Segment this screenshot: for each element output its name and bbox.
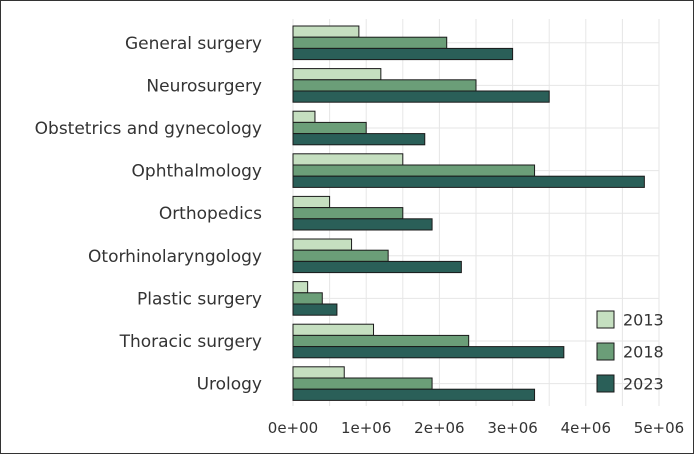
legend-swatch-2023 <box>596 374 615 393</box>
bar-2018-obstetrics-and-gynecology <box>292 121 367 135</box>
bar-2023-otorhinolaryngology <box>292 260 462 274</box>
category-label: Obstetrics and gynecology <box>35 119 262 139</box>
bars <box>292 25 645 401</box>
bar-2018-ophthalmology <box>292 164 536 177</box>
bar-2018-plastic-surgery <box>292 292 323 305</box>
x-tick-label: 4e+06 <box>561 419 611 437</box>
category-labels: General surgery Neurosurgery Obstetrics an… <box>35 34 262 395</box>
category-label: Otorhinolaryngology <box>88 247 262 267</box>
x-tick-label: 0e+00 <box>268 419 318 437</box>
bar-2023-thoracic-surgery <box>292 346 565 359</box>
bar-2013-otorhinolaryngology <box>292 238 353 251</box>
x-tick-label: 5e+06 <box>634 419 684 437</box>
category-label: Ophthalmology <box>132 162 262 182</box>
bar-2018-otorhinolaryngology <box>292 249 389 262</box>
bar-2023-orthopedics <box>292 218 433 231</box>
category-label: Plastic surgery <box>137 289 262 309</box>
x-tick-label: 2e+06 <box>414 419 464 437</box>
bar-2013-obstetrics-and-gynecology <box>292 110 316 123</box>
legend-label-2018: 2018 <box>623 343 664 362</box>
category-label: General surgery <box>125 34 262 54</box>
bar-2023-neurosurgery <box>292 90 550 103</box>
x-tick-label: 1e+06 <box>341 419 391 437</box>
bar-2013-plastic-surgery <box>292 281 309 294</box>
bar-2018-urology <box>292 377 433 390</box>
bar-2018-thoracic-surgery <box>292 334 470 348</box>
bar-2023-obstetrics-and-gynecology <box>292 133 426 146</box>
bar-2018-orthopedics <box>292 207 404 220</box>
bar-2023-urology <box>292 388 536 401</box>
bar-2013-orthopedics <box>292 195 331 209</box>
bar-2018-neurosurgery <box>292 79 477 92</box>
category-label: Neurosurgery <box>146 76 262 96</box>
bar-2013-ophthalmology <box>292 153 404 166</box>
legend: 2013 2018 2023 <box>596 310 664 394</box>
bar-2013-thoracic-surgery <box>292 323 375 336</box>
legend-swatch-2013 <box>596 310 615 329</box>
bar-2013-neurosurgery <box>292 68 382 81</box>
bar-2018-general-surgery <box>292 36 448 49</box>
legend-swatch-2018 <box>596 342 615 361</box>
x-tick-label: 3e+06 <box>487 419 537 437</box>
category-label: Thoracic surgery <box>119 332 262 352</box>
category-label: Urology <box>197 375 262 395</box>
bar-2013-urology <box>292 366 345 379</box>
bar-2023-general-surgery <box>292 47 514 61</box>
category-label: Orthopedics <box>159 204 262 224</box>
x-tick-labels: 0e+00 1e+06 2e+06 3e+06 4e+06 5e+06 <box>268 419 684 437</box>
bar-2023-plastic-surgery <box>292 303 338 316</box>
legend-label-2013: 2013 <box>623 311 664 330</box>
bar-2013-general-surgery <box>292 25 360 38</box>
bar-2023-ophthalmology <box>292 175 645 188</box>
legend-label-2023: 2023 <box>623 375 664 394</box>
